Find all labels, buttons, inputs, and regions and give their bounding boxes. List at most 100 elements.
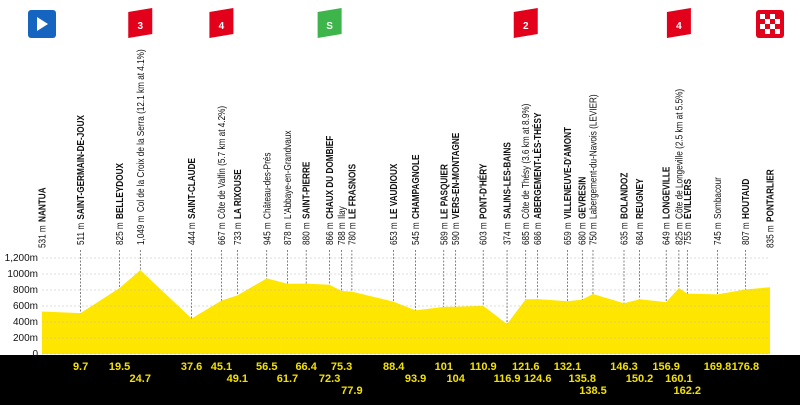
place-name: LE PASQUIER: [439, 164, 450, 219]
place-name: VERS-EN-MONTAGNE: [450, 133, 461, 219]
place-name: LE VAUDIOUX: [388, 164, 399, 219]
waypoint-label: 590 m VERS-EN-MONTAGNE: [450, 133, 461, 245]
waypoint-label: 745 m Sombacour: [712, 177, 723, 245]
km-label: 132.1: [554, 361, 582, 373]
altitude-label: 653 m: [388, 222, 399, 245]
waypoint-label: 444 m SAINT-CLAUDE: [186, 158, 197, 245]
altitude-label: 635 m: [619, 222, 630, 245]
badge-shape: [666, 8, 691, 38]
altitude-label: 444 m: [186, 222, 197, 245]
place-name: BELLEYDOUX: [114, 163, 125, 219]
ground-band: [0, 355, 800, 405]
place-name: Col de la Croix de la Serra (12.1 km at …: [135, 49, 146, 212]
place-name: SAINT-CLAUDE: [186, 158, 197, 219]
flag-square: [775, 29, 780, 34]
altitude-label: 649 m: [661, 222, 672, 245]
badge-label: 4: [219, 21, 225, 32]
km-label: 176.8: [732, 361, 760, 373]
flag-square: [765, 29, 770, 34]
climb-badge: S: [317, 8, 342, 38]
waypoint-label: 825 m Côte de Longeville (2.5 km at 5.5%): [674, 89, 685, 245]
flag-square: [760, 14, 765, 19]
place-name: SAINT-PIERRE: [301, 162, 312, 219]
badge-shape: [317, 8, 342, 38]
y-tick-label: 400m: [13, 317, 38, 328]
km-label: 104: [447, 373, 466, 385]
km-label: 162.2: [673, 385, 701, 397]
km-label: 110.9: [470, 361, 497, 373]
waypoint-label: 649 m LONGEVILLE: [661, 167, 672, 245]
place-name: CHAUX DU DOMBIEF: [324, 135, 335, 219]
waypoint-label: 945 m Château-des-Prés: [262, 152, 273, 245]
waypoint-label: 653 m LE VAUDIOUX: [388, 164, 399, 245]
waypoint-label: 589 m LE PASQUIER: [439, 164, 450, 245]
waypoint-label: 835 m PONTARLIER: [765, 169, 776, 248]
waypoint-label: 755 m ÉVILLERS: [682, 179, 693, 245]
place-name: LA RIXOUSE: [232, 169, 243, 219]
altitude-label: 531 m: [37, 225, 48, 248]
place-name: HOUTAUD: [740, 178, 751, 219]
altitude-label: 589 m: [439, 222, 450, 245]
place-name: Château-des-Prés: [262, 152, 273, 219]
waypoint-label: 603 m PONT-D'HÉRY: [478, 164, 489, 245]
place-name: Côte de Longeville (2.5 km at 5.5%): [674, 89, 685, 219]
altitude-label: 374 m: [502, 222, 513, 245]
km-label: 169.8: [704, 361, 732, 373]
km-label: 146.3: [610, 361, 638, 373]
waypoint-label: 750 m Labergement-du-Navois (LEVIER): [588, 94, 599, 245]
place-name: REUGNEY: [634, 178, 645, 218]
altitude-label: 750 m: [588, 222, 599, 245]
climb-badge: 3: [128, 8, 153, 38]
flag-square: [760, 24, 765, 29]
y-tick-label: 1000m: [7, 269, 38, 280]
altitude-label: 1,049 m: [135, 215, 146, 245]
altitude-label: 825 m: [674, 222, 685, 245]
waypoint-label: 780 m LE FRASNOIS: [347, 164, 358, 245]
place-name: ABERGEMENT-LÈS-THÉSY: [532, 113, 543, 219]
elevation-area: [42, 270, 770, 354]
finish-icon: [756, 10, 784, 38]
y-tick-label: 600m: [13, 301, 38, 312]
km-label: 93.9: [405, 373, 426, 385]
km-label: 135.8: [568, 373, 596, 385]
altitude-label: 866 m: [324, 222, 335, 245]
km-label: 19.5: [109, 361, 130, 373]
waypoint-label: 511 m SAINT-GERMAIN-DE-JOUX: [75, 115, 86, 245]
km-label: 101: [435, 361, 453, 373]
climb-badge: 4: [209, 8, 234, 38]
climb-badge: 2: [513, 8, 538, 38]
badge-label: S: [326, 21, 333, 32]
badge-shape: [513, 8, 538, 38]
waypoint-label: 635 m BOLANDOZ: [619, 172, 630, 245]
km-label: 77.9: [341, 385, 362, 397]
place-name: NANTUA: [37, 187, 48, 222]
place-name: Côte de Valfin (5.7 km at 4.2%): [216, 106, 227, 219]
place-name: PONT-D'HÉRY: [478, 164, 489, 219]
place-name: BOLANDOZ: [619, 172, 630, 219]
start-icon: [28, 10, 56, 38]
waypoint-label: 825 m BELLEYDOUX: [114, 163, 125, 245]
place-name: LONGEVILLE: [661, 167, 672, 219]
km-label: 66.4: [295, 361, 317, 373]
place-name: Sombacour: [712, 177, 723, 219]
flag-square: [765, 19, 770, 24]
altitude-label: 680 m: [577, 222, 588, 245]
y-tick-label: 1,200m: [5, 253, 38, 264]
place-name: LE FRASNOIS: [347, 164, 358, 219]
altitude-label: 685 m: [520, 222, 531, 245]
km-label: 37.6: [181, 361, 202, 373]
climb-badge: 4: [666, 8, 691, 38]
place-name: Ilay: [336, 206, 347, 219]
place-name: SALINS-LES-BAINS: [502, 142, 513, 219]
altitude-label: 590 m: [450, 222, 461, 245]
waypoint-label: 659 m VILLENEUVE-D'AMONT: [562, 127, 573, 245]
km-label: 150.2: [626, 373, 654, 385]
place-name: SAINT-GERMAIN-DE-JOUX: [75, 115, 86, 220]
waypoint-label: 374 m SALINS-LES-BAINS: [502, 142, 513, 245]
km-label: 88.4: [383, 361, 405, 373]
altitude-label: 880 m: [301, 222, 312, 245]
altitude-label: 878 m: [282, 222, 293, 245]
altitude-label: 835 m: [765, 225, 776, 248]
km-label: 45.1: [211, 361, 232, 373]
flag-square: [770, 14, 775, 19]
